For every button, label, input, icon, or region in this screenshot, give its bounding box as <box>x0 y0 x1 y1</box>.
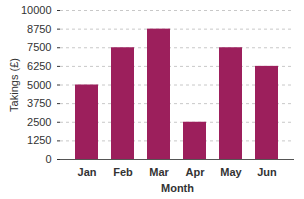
svg-text:May: May <box>220 166 242 178</box>
svg-text:2500: 2500 <box>27 116 51 128</box>
svg-text:1250: 1250 <box>27 134 51 146</box>
svg-text:7500: 7500 <box>27 41 51 53</box>
svg-text:0: 0 <box>45 153 51 165</box>
svg-text:Jun: Jun <box>257 166 277 178</box>
svg-text:3750: 3750 <box>27 97 51 109</box>
svg-text:Feb: Feb <box>113 166 133 178</box>
svg-text:6250: 6250 <box>27 60 51 72</box>
svg-text:5000: 5000 <box>27 79 51 91</box>
svg-text:Jan: Jan <box>78 166 97 178</box>
svg-text:Month: Month <box>161 182 194 194</box>
svg-text:Apr: Apr <box>186 166 206 178</box>
svg-text:8750: 8750 <box>27 23 51 35</box>
svg-text:Mar: Mar <box>149 166 169 178</box>
svg-text:10000: 10000 <box>21 4 52 16</box>
svg-text:Takings (£): Takings (£) <box>8 58 20 112</box>
